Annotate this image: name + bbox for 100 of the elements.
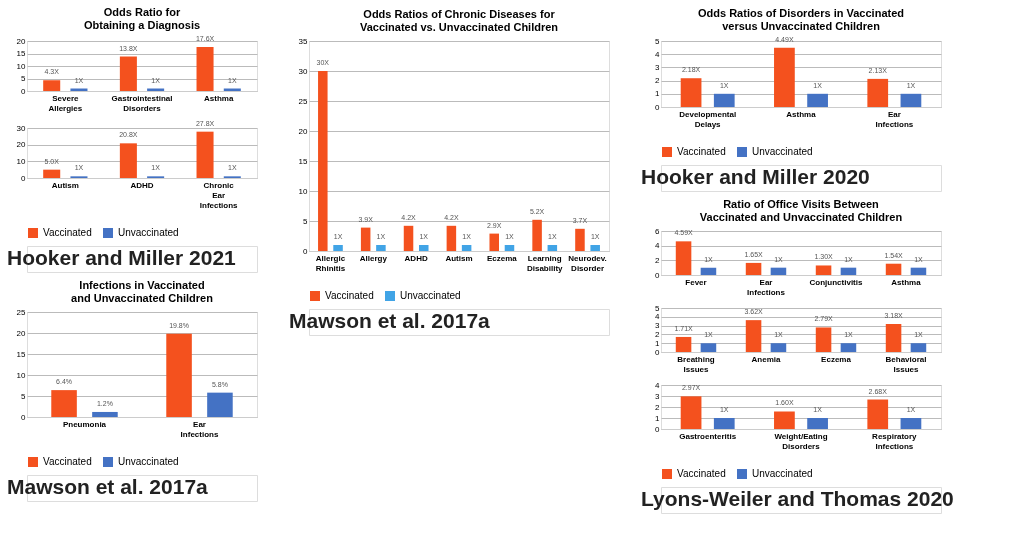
x-tick-label: Gastroenteritis xyxy=(679,431,737,441)
y-tick-label: 2 xyxy=(655,76,661,86)
x-tick-label: Learning Disability xyxy=(526,253,564,273)
bar xyxy=(774,47,795,107)
x-tick-label: Neurodev. Disorder xyxy=(568,253,607,273)
bar xyxy=(675,336,692,352)
bar xyxy=(680,396,702,429)
x-tick-label: ADHD xyxy=(130,180,154,190)
x-tick-label: Pneumonia xyxy=(62,419,107,429)
bar xyxy=(910,343,927,352)
bar xyxy=(713,418,735,429)
chart-title: Odds Ratio for Obtaining a Diagnosis xyxy=(83,6,201,31)
legend-label: Vaccinated xyxy=(43,227,92,238)
bar xyxy=(333,245,343,251)
x-tick-label: Asthma xyxy=(786,109,817,119)
bar xyxy=(867,78,889,107)
bar xyxy=(196,131,214,178)
x-tick-label: Asthma xyxy=(891,277,922,287)
y-tick-label: 4 xyxy=(655,241,661,251)
text: Mawson et al. 2017a xyxy=(7,475,209,498)
bar xyxy=(360,227,371,251)
bar xyxy=(43,169,61,178)
bar xyxy=(489,233,499,251)
x-tick-label: Developmental Delays xyxy=(679,109,737,129)
bar xyxy=(376,245,386,251)
legend-label: Vaccinated xyxy=(43,456,92,467)
bar xyxy=(43,80,61,91)
x-tick-label: Gastrointestinal Disorders xyxy=(111,93,173,113)
bar xyxy=(446,225,457,251)
bar xyxy=(885,324,902,352)
text: Lyons-Weiler and Thomas 2020 xyxy=(641,487,954,510)
bar xyxy=(92,411,118,417)
bar xyxy=(119,56,137,91)
legend-label: Unvaccinated xyxy=(752,146,813,157)
y-tick-label: 0 xyxy=(21,86,27,96)
text: Hooker and Miller 2021 xyxy=(7,246,237,269)
y-tick-label: 20 xyxy=(298,126,309,136)
legend-label: Unvaccinated xyxy=(118,456,179,467)
bar xyxy=(807,418,828,429)
y-tick-label: 10 xyxy=(16,370,27,380)
bar xyxy=(840,343,857,352)
bar xyxy=(745,262,762,275)
y-tick-label: 35 xyxy=(298,36,309,46)
y-tick-label: 5 xyxy=(655,36,661,46)
chart-title: Infections in Vaccinated and Unvaccinated Children xyxy=(71,279,214,304)
bar xyxy=(51,390,77,417)
y-tick-label: 0 xyxy=(21,412,27,422)
y-tick-label: 10 xyxy=(298,186,309,196)
y-tick-label: 2 xyxy=(655,255,661,265)
bar xyxy=(166,333,192,417)
bar xyxy=(700,267,717,275)
bar xyxy=(815,327,832,352)
bar xyxy=(504,245,515,251)
y-tick-label: 20 xyxy=(16,140,27,150)
bar xyxy=(900,93,922,107)
bar xyxy=(840,267,857,275)
y-tick-label: 4 xyxy=(655,49,661,59)
bar xyxy=(770,343,787,352)
bar xyxy=(680,78,702,107)
chart-title: Odds Ratios of Chronic Diseases for Vaccinated vs. Unvaccinated Children xyxy=(359,8,559,33)
y-tick-label: 0 xyxy=(655,270,661,280)
x-tick-label: Fever xyxy=(685,277,707,287)
y-tick-label: 30 xyxy=(298,66,309,76)
bar xyxy=(419,245,429,251)
bar xyxy=(774,411,795,429)
y-tick-label: 10 xyxy=(16,61,27,71)
bar xyxy=(196,47,214,91)
x-tick-label: Eczema xyxy=(486,253,518,263)
legend-label: Unvaccinated xyxy=(752,468,813,479)
x-tick-label: Severe Allergies xyxy=(48,93,83,113)
x-tick-label: Breathing Issues xyxy=(677,354,715,374)
legend-label: Vaccinated xyxy=(677,146,726,157)
bar xyxy=(461,245,472,251)
bar xyxy=(675,241,692,275)
x-tick-label: Behavioral Issues xyxy=(885,354,927,374)
y-tick-label: 5 xyxy=(303,216,309,226)
x-tick-label: Ear Infections xyxy=(747,277,786,297)
y-tick-label: 25 xyxy=(298,96,309,106)
x-tick-label: Anemia xyxy=(751,354,781,364)
bar xyxy=(575,228,585,251)
y-tick-label: 4 xyxy=(655,312,661,322)
x-tick-label: Respiratory Infections xyxy=(872,431,918,451)
bar xyxy=(815,265,832,275)
y-tick-label: 5 xyxy=(655,303,661,313)
bar xyxy=(318,71,328,251)
text: Hooker and Miller 2020 xyxy=(641,165,870,188)
bar xyxy=(807,93,828,107)
bar xyxy=(590,245,600,251)
bar xyxy=(770,267,787,275)
legend-label: Unvaccinated xyxy=(400,290,461,301)
y-tick-label: 1 xyxy=(655,413,661,423)
bar xyxy=(403,225,414,251)
x-tick-label: Ear Infections xyxy=(875,109,914,129)
x-tick-label: ADHD xyxy=(404,253,428,263)
x-tick-label: Allergy xyxy=(359,253,388,263)
y-tick-label: 3 xyxy=(655,62,661,72)
bar xyxy=(532,219,542,251)
x-tick-label: Autism xyxy=(51,180,79,190)
bar xyxy=(910,267,927,275)
y-tick-label: 0 xyxy=(655,102,661,112)
